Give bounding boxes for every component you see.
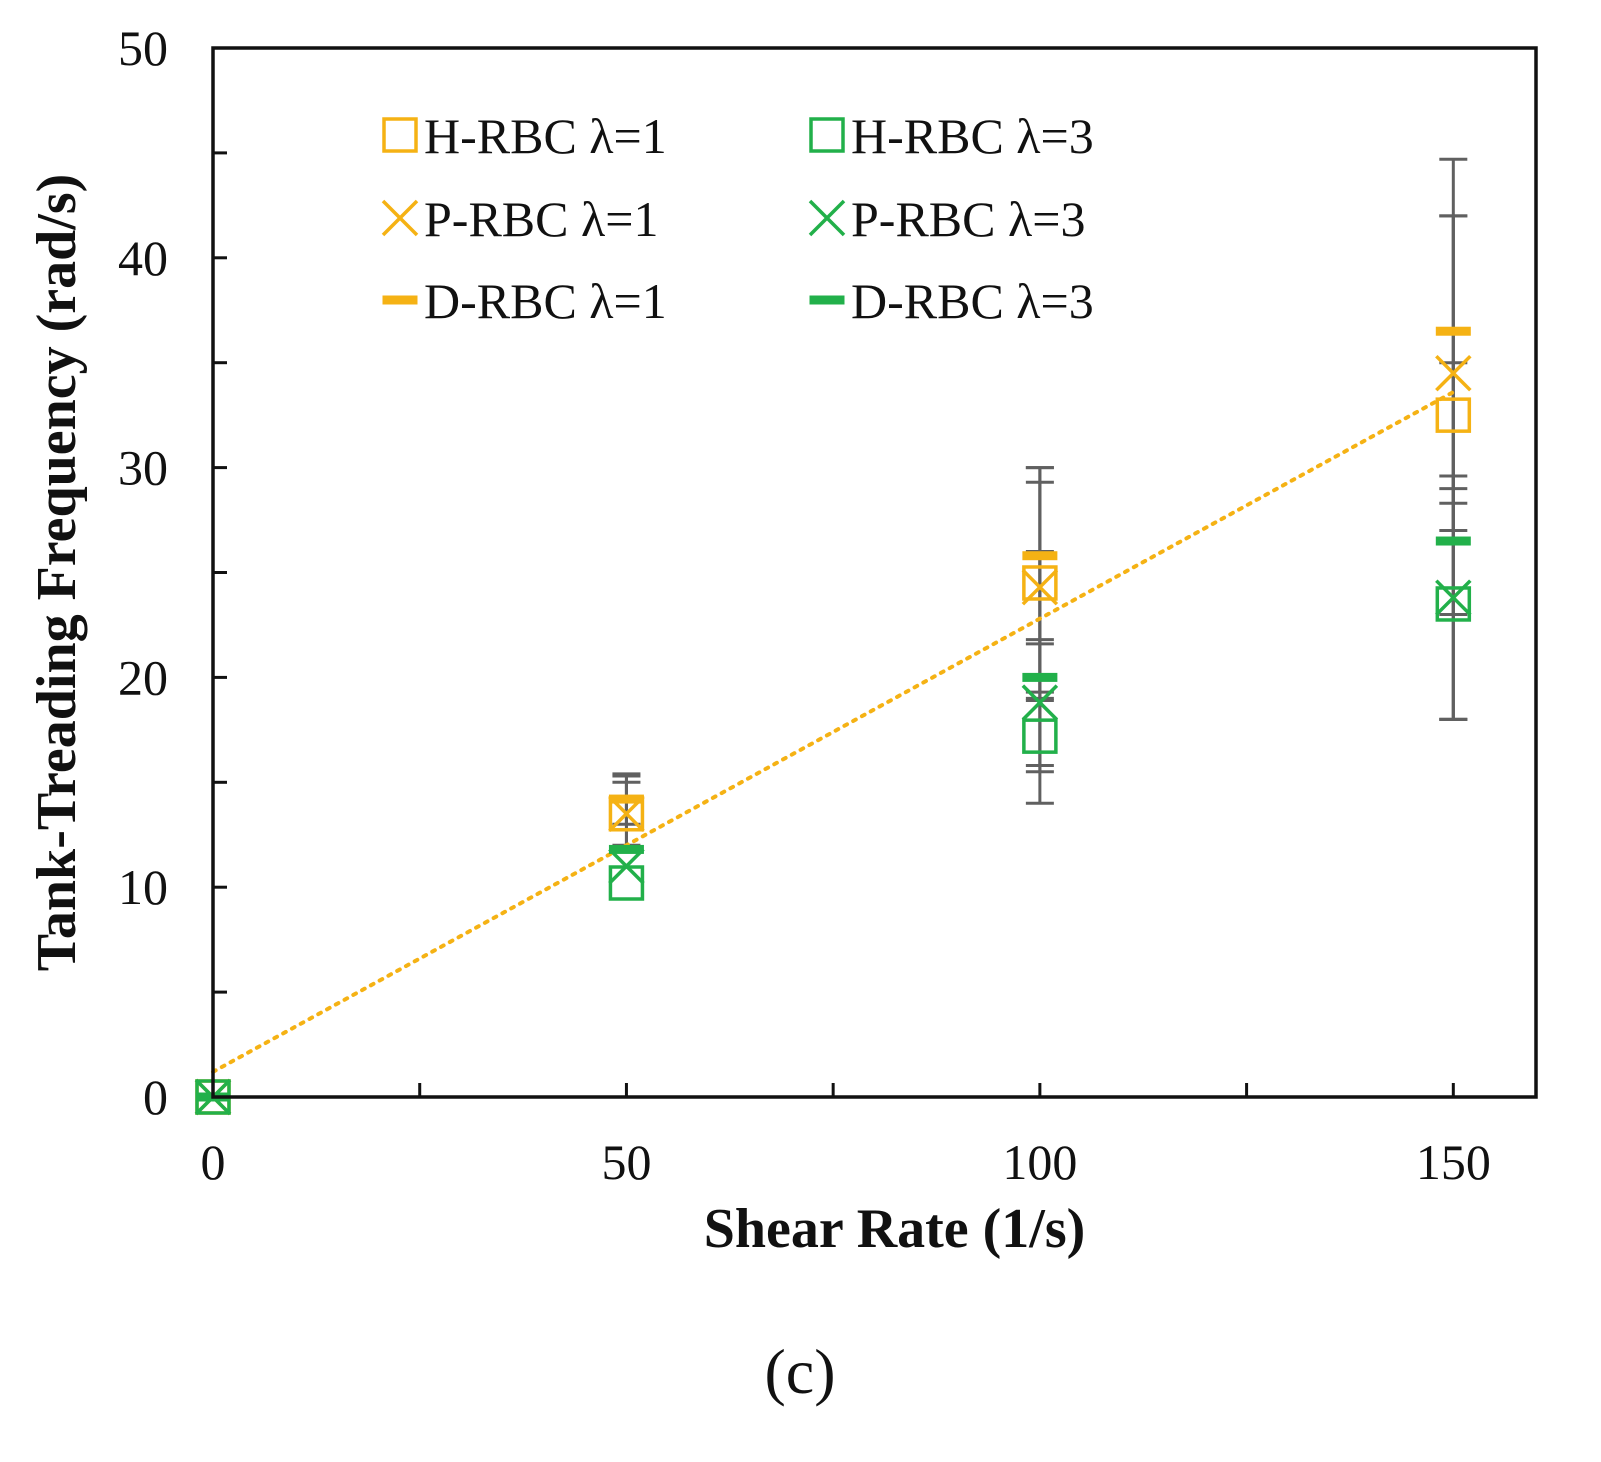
y-tick-label-1: 10 [118,859,168,915]
data-markers [194,326,1472,1116]
data-point-s3-p3 [1435,586,1472,622]
data-point-s4-p1 [608,847,645,885]
y-tick-label-4: 40 [118,230,168,286]
data-point-s2-p2 [1022,551,1058,561]
legend-item-4-marker-stroke-b [808,199,846,237]
data-point-s4-p1-stroke-b [608,847,645,885]
y-tick-label-0: 0 [143,1069,168,1125]
data-point-s4-p2 [1021,684,1059,721]
legend-item-2: D-RBC λ=1 [382,273,667,329]
legend-item-0: H-RBC λ=1 [382,108,667,164]
legend-item-0-label: H-RBC λ=1 [424,108,667,164]
x-tick-label-0: 0 [201,1134,226,1190]
legend-item-1-marker-stroke-b [381,199,419,237]
y-tick-label-5: 50 [118,20,168,76]
x-tick-label-1: 50 [601,1134,651,1190]
legend-item-4-marker [808,199,846,237]
error-bars [612,157,1468,854]
legend-item-1-label: P-RBC λ=1 [424,191,658,247]
data-point-s4-p3-stroke-b [1435,579,1472,616]
legend-item-2-marker [382,295,418,305]
y-tick-label-2: 20 [118,649,168,705]
x-axis-title: Shear Rate (1/s) [704,1198,1086,1260]
legend-item-1-marker [381,199,419,237]
legend: H-RBC λ=1 H-RBC λ=3 P-RBC λ=1 P-RBC λ=3 D-RB… [381,108,1094,329]
legend-item-0-marker [382,117,418,153]
data-point-s4-p3 [1435,579,1472,616]
figure-caption: (c) [764,1336,835,1407]
legend-item-3-label: H-RBC λ=3 [851,108,1094,164]
data-point-s4-p2-stroke-b [1021,684,1059,721]
data-point-s0-p2 [1022,565,1058,601]
data-point-s1-p2-stroke-b [1021,568,1059,606]
data-point-s2-p1 [608,794,644,804]
trendline [211,390,1456,1074]
data-point-s1-p2 [1021,568,1059,606]
data-point-s1-p3-stroke-b [1435,354,1472,392]
x-tick-label-2: 100 [1002,1134,1077,1190]
legend-item-5-label: D-RBC λ=3 [851,273,1094,329]
legend-item-1: P-RBC λ=1 [381,191,658,247]
axes: 0 50 100 150 0 10 20 30 40 50 [118,20,1538,1190]
legend-item-2-label: D-RBC λ=1 [424,273,667,329]
data-point-s5-p3 [1435,536,1471,546]
data-point-s5-p2 [1022,672,1058,682]
trendline-layer [211,390,1456,1074]
legend-item-4: P-RBC λ=3 [808,191,1085,247]
y-tick-label-3: 30 [118,440,168,496]
data-point-s3-p2 [1022,718,1058,754]
x-tick-label-3: 150 [1416,1134,1491,1190]
legend-item-4-label: P-RBC λ=3 [851,191,1085,247]
y-axis-title: Tank-Treading Frequency (rad/s) [26,174,88,972]
data-point-s2-p3 [1435,326,1471,336]
legend-item-3: H-RBC λ=3 [809,108,1094,164]
data-point-s3-p1 [608,865,645,901]
data-point-s0-p3 [1435,397,1472,433]
data-point-s1-p3 [1435,354,1472,392]
legend-item-3-marker [809,117,845,153]
legend-item-5: D-RBC λ=3 [809,273,1094,329]
data-point-s5-p1 [608,844,644,854]
legend-item-5-marker [809,295,845,305]
